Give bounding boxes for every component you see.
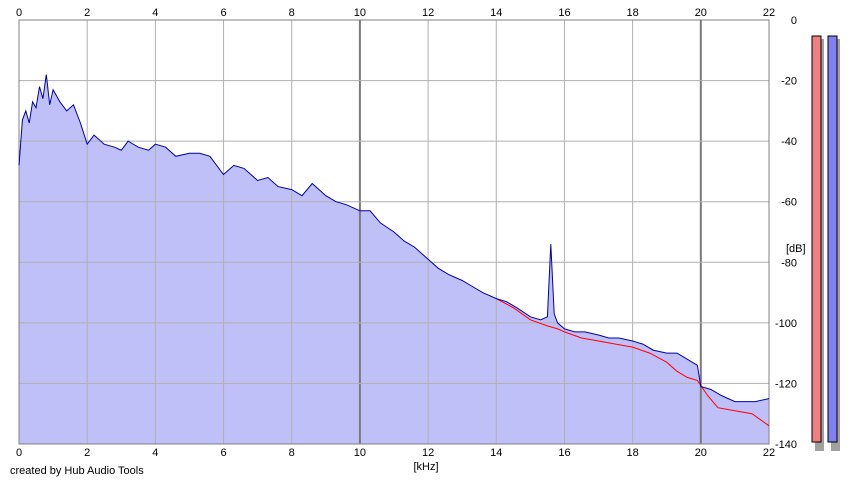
x-tick-label-top: 2 <box>84 7 90 19</box>
x-tick-label-top: 6 <box>220 7 226 19</box>
series-line-left <box>496 298 770 427</box>
x-axis-label: [kHz] <box>413 461 438 473</box>
x-tick-label-bottom: 12 <box>422 447 434 459</box>
y-tick-label: 0 <box>791 15 797 27</box>
y-tick-label: -40 <box>781 136 797 148</box>
x-tick-label-bottom: 18 <box>627 447 639 459</box>
x-tick-label-bottom: 8 <box>289 447 295 459</box>
x-tick-label-bottom: 2 <box>84 447 90 459</box>
y-tick-label: -120 <box>775 378 797 390</box>
x-tick-label-bottom: 16 <box>558 447 570 459</box>
x-tick-label-top: 0 <box>16 7 22 19</box>
series-line-right <box>18 74 770 403</box>
level-meter-right <box>827 35 838 443</box>
x-tick-label-bottom: 22 <box>763 447 775 459</box>
x-tick-label-bottom: 6 <box>220 447 226 459</box>
spectrum-fill <box>19 74 769 444</box>
y-tick-label: -80 <box>781 257 797 269</box>
x-tick-label-bottom: 14 <box>490 447 502 459</box>
y-tick-label: -20 <box>781 76 797 88</box>
x-tick-label-top: 18 <box>627 7 639 19</box>
x-tick-label-top: 8 <box>289 7 295 19</box>
x-tick-label-top: 12 <box>422 7 434 19</box>
y-tick-label: -60 <box>781 197 797 209</box>
y-tick-label: -140 <box>775 439 797 451</box>
credit-text: created by Hub Audio Tools <box>10 465 144 477</box>
plot-frame <box>18 19 770 445</box>
y-axis-label: [dB] <box>786 243 806 255</box>
x-tick-label-bottom: 20 <box>695 447 707 459</box>
y-tick-label: -100 <box>775 318 797 330</box>
x-tick-label-top: 16 <box>558 7 570 19</box>
x-tick-label-top: 20 <box>695 7 707 19</box>
x-tick-label-top: 22 <box>763 7 775 19</box>
x-tick-label-top: 4 <box>152 7 158 19</box>
x-tick-label-bottom: 10 <box>354 447 366 459</box>
x-tick-label-bottom: 0 <box>16 447 22 459</box>
x-tick-label-top: 10 <box>354 7 366 19</box>
level-meter-left <box>811 35 822 443</box>
x-tick-label-top: 14 <box>490 7 502 19</box>
x-tick-label-bottom: 4 <box>152 447 158 459</box>
